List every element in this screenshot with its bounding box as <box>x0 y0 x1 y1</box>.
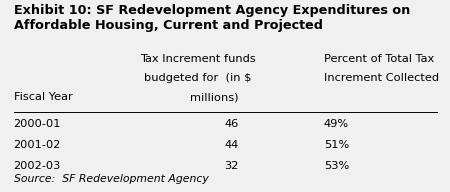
Text: 32: 32 <box>224 161 238 171</box>
Text: 2000-01: 2000-01 <box>14 119 61 129</box>
Text: Increment Collected: Increment Collected <box>324 73 439 83</box>
Text: Tax Increment funds: Tax Increment funds <box>140 54 256 64</box>
Text: 46: 46 <box>224 119 238 129</box>
Text: Exhibit 10: SF Redevelopment Agency Expenditures on
Affordable Housing, Current : Exhibit 10: SF Redevelopment Agency Expe… <box>14 4 410 32</box>
Text: Percent of Total Tax: Percent of Total Tax <box>324 54 434 64</box>
Text: 44: 44 <box>224 140 238 150</box>
Text: 2002-03: 2002-03 <box>14 161 61 171</box>
Text: Source:  SF Redevelopment Agency: Source: SF Redevelopment Agency <box>14 174 208 184</box>
Text: 49%: 49% <box>324 119 349 129</box>
Text: 53%: 53% <box>324 161 349 171</box>
Text: 2001-02: 2001-02 <box>14 140 61 150</box>
Text: budgeted for  (in $: budgeted for (in $ <box>144 73 252 83</box>
Text: 51%: 51% <box>324 140 349 150</box>
Text: millions): millions) <box>190 92 239 102</box>
Text: Fiscal Year: Fiscal Year <box>14 92 72 102</box>
